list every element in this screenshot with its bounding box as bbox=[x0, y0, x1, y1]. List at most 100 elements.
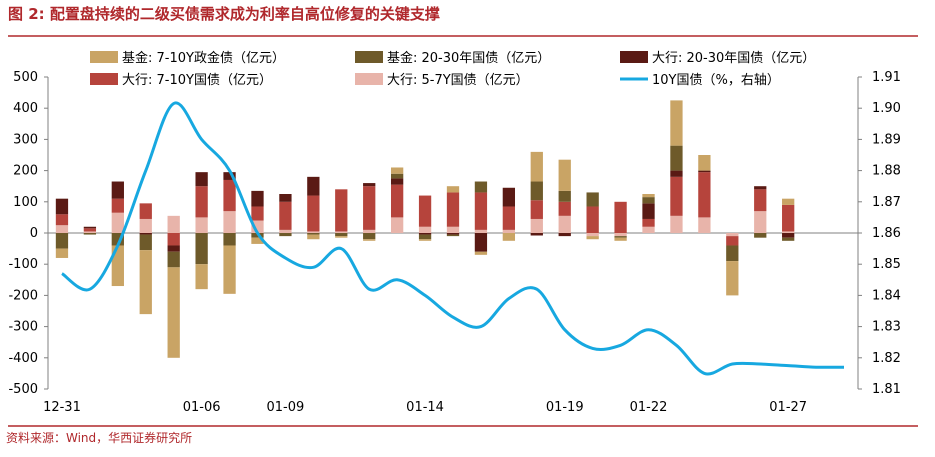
bar-segment bbox=[363, 229, 376, 233]
bar-segment bbox=[55, 248, 69, 258]
bar-segment bbox=[418, 239, 432, 241]
bar-segment bbox=[698, 170, 711, 173]
bar-segment bbox=[167, 245, 180, 252]
y-tick-right: 1.89 bbox=[872, 132, 901, 147]
yield-line bbox=[61, 101, 845, 376]
bar-segment bbox=[55, 225, 69, 233]
bar-segment bbox=[558, 190, 571, 202]
bar-segment bbox=[223, 172, 236, 180]
bar-segment bbox=[782, 233, 795, 238]
bar-segment bbox=[363, 233, 376, 240]
bar-segment bbox=[446, 226, 460, 233]
bar-segment bbox=[502, 229, 516, 233]
bar-segment bbox=[418, 226, 432, 233]
bar-segment bbox=[670, 215, 683, 233]
bar-segment bbox=[502, 233, 516, 241]
bar-segment bbox=[754, 186, 767, 190]
bar-segment bbox=[614, 237, 627, 241]
bar-segment bbox=[558, 215, 571, 233]
x-tick-label: 01-14 bbox=[406, 400, 444, 415]
x-tick-label: 01-22 bbox=[630, 400, 668, 415]
bar-segment bbox=[111, 212, 124, 233]
bar-segment bbox=[558, 159, 571, 191]
bar-segment bbox=[530, 233, 543, 236]
bar-segment bbox=[390, 184, 404, 218]
bar-segment bbox=[195, 264, 208, 290]
bar-segment bbox=[586, 233, 599, 237]
bar-segment bbox=[307, 195, 320, 232]
y-tick-right: 1.82 bbox=[872, 351, 901, 366]
bar-segment bbox=[530, 218, 543, 233]
y-tick-right: 1.87 bbox=[872, 195, 901, 210]
bar-segment bbox=[363, 239, 376, 241]
bar-segment bbox=[614, 201, 627, 233]
bar-segment bbox=[418, 195, 432, 227]
y-tick-right: 1.86 bbox=[872, 226, 901, 241]
bar-segment bbox=[670, 100, 683, 146]
source-note: 资料来源：Wind，华西证券研究所 bbox=[6, 431, 193, 445]
bar-segment bbox=[83, 228, 97, 232]
bar-segment bbox=[670, 145, 683, 171]
y-tick-right: 1.88 bbox=[872, 164, 901, 179]
bar-segment bbox=[474, 251, 488, 255]
bar-segment bbox=[307, 176, 320, 196]
bar-segment bbox=[363, 183, 376, 187]
y-tick-right: 1.83 bbox=[872, 320, 901, 335]
bar-segment bbox=[223, 211, 236, 233]
bar-segment bbox=[167, 267, 180, 358]
bar-segment bbox=[167, 251, 180, 268]
y-tick-right: 1.91 bbox=[872, 70, 901, 85]
line-10y-yield bbox=[61, 101, 845, 376]
bar-segment bbox=[139, 250, 152, 315]
bar-segment bbox=[474, 192, 488, 230]
bar-segment bbox=[307, 233, 320, 235]
y-tick-left: -300 bbox=[8, 320, 38, 335]
y-tick-left: -500 bbox=[8, 382, 38, 397]
legend: 基金: 7-10Y政金债（亿元） 基金: 20-30年国债（亿元） 大行: 20-3… bbox=[90, 50, 815, 88]
bar-segment bbox=[502, 187, 516, 207]
bar-segment bbox=[726, 233, 739, 237]
bar-segment bbox=[390, 217, 404, 233]
bar-segment bbox=[279, 194, 292, 202]
y-tick-right: 1.84 bbox=[872, 288, 901, 303]
bar-segment bbox=[223, 233, 236, 246]
bar-segment bbox=[195, 217, 208, 233]
bar-segment bbox=[698, 172, 711, 218]
bar-segment bbox=[55, 198, 69, 215]
bar-segment bbox=[251, 237, 264, 244]
y-tick-right: 1.85 bbox=[872, 257, 901, 272]
bar-segment bbox=[446, 234, 460, 237]
y-tick-left: -100 bbox=[8, 257, 38, 272]
bar-segment bbox=[474, 229, 488, 233]
bar-segment bbox=[782, 231, 795, 233]
legend-label: 基金: 20-30年国债（亿元） bbox=[387, 50, 550, 66]
bar-segment bbox=[55, 233, 69, 249]
bar-segment bbox=[139, 218, 152, 233]
bar-segment bbox=[530, 151, 543, 182]
bar-segment bbox=[279, 201, 292, 230]
y-tick-left: 200 bbox=[13, 164, 38, 179]
y-tick-left: -400 bbox=[8, 351, 38, 366]
bar-segment bbox=[251, 190, 264, 207]
bar-segment bbox=[474, 233, 488, 252]
legend-label: 基金: 7-10Y政金债（亿元） bbox=[122, 50, 285, 66]
bar-segment bbox=[167, 215, 180, 233]
bar-segment bbox=[390, 167, 404, 174]
bar-segment bbox=[279, 229, 292, 233]
y-tick-right: 1.90 bbox=[872, 101, 901, 116]
bar-segment bbox=[307, 231, 320, 233]
bar-segment bbox=[390, 173, 404, 179]
bar-segment bbox=[614, 233, 627, 237]
bar-segment bbox=[782, 204, 795, 232]
bar-segment bbox=[418, 234, 432, 240]
bar-segment bbox=[139, 234, 152, 251]
legend-swatch bbox=[620, 51, 648, 63]
y-tick-left: 300 bbox=[13, 132, 38, 147]
bar-segment bbox=[586, 192, 599, 207]
legend-label: 10Y国债（%，右轴） bbox=[652, 73, 780, 88]
y-tick-left: -200 bbox=[8, 288, 38, 303]
bar-segment bbox=[418, 233, 432, 235]
bar-segment bbox=[279, 233, 292, 237]
bar-segment bbox=[307, 234, 320, 240]
y-tick-left: 0 bbox=[30, 226, 38, 241]
